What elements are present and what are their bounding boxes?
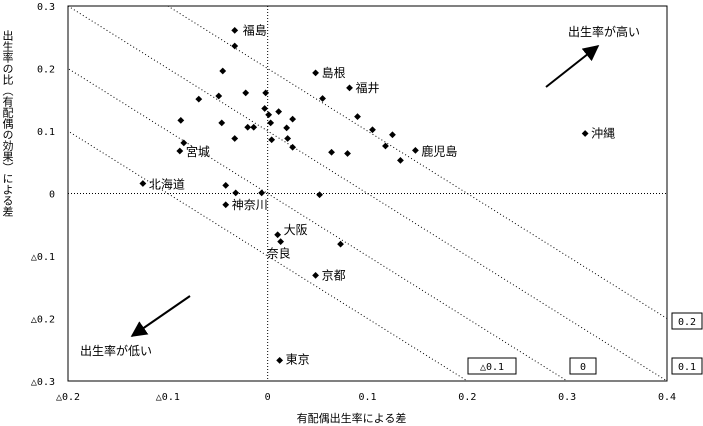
y-tick-label: △0.3	[31, 377, 55, 388]
data-point	[337, 240, 344, 248]
data-point	[231, 135, 239, 142]
data-point	[316, 191, 323, 199]
point-label: 鹿児島	[421, 143, 457, 158]
x-tick-label: 0.2	[458, 392, 476, 403]
data-point	[346, 84, 353, 92]
y-tick-label: 0.3	[37, 2, 55, 13]
reference-line	[68, 130, 468, 381]
data-point	[244, 123, 252, 131]
data-point	[218, 119, 226, 127]
data-point	[261, 105, 269, 112]
x-tick-label: 0	[265, 392, 271, 403]
reference-line-label-box	[671, 312, 703, 330]
data-point	[139, 180, 147, 187]
x-tick-label: △0.1	[156, 392, 180, 403]
point-label: 福島	[243, 22, 267, 37]
x-tick-label: 0.4	[658, 392, 676, 403]
data-point	[389, 131, 396, 139]
data-point	[412, 146, 419, 154]
x-tick-label: 0.1	[358, 392, 376, 403]
data-point	[397, 156, 404, 164]
point-label: 福井	[356, 80, 380, 95]
data-point	[222, 201, 230, 209]
point-label: 大阪	[284, 223, 308, 237]
point-label: 沖縄	[591, 126, 615, 141]
annotation-high: 出生率が高い	[568, 24, 640, 39]
data-point	[283, 124, 291, 132]
data-point	[195, 95, 203, 103]
point-label: 北海道	[149, 177, 185, 192]
reference-line	[68, 6, 667, 381]
data-point	[267, 119, 275, 127]
reference-line-label: 0	[580, 362, 586, 373]
x-tick-label: 0.3	[558, 392, 576, 403]
data-point	[215, 92, 223, 100]
x-tick-label: △0.2	[56, 392, 80, 403]
reference-line-label-box	[671, 357, 703, 375]
data-point	[312, 69, 319, 77]
point-label: 京都	[322, 268, 346, 282]
reference-line-label: △0.1	[480, 362, 504, 373]
data-point	[284, 135, 292, 142]
data-point	[265, 111, 273, 119]
x-axis-title: 有配偶出生率による差	[296, 412, 407, 425]
data-point	[242, 89, 250, 97]
annotation-low: 出生率が低い	[80, 343, 152, 358]
data-point	[268, 136, 276, 144]
y-axis-title: 出生率の比（有配偶の効果）による差	[1, 30, 14, 217]
data-point	[176, 147, 184, 155]
data-point	[250, 123, 258, 131]
data-point	[289, 115, 297, 123]
data-point	[312, 271, 319, 279]
y-tick-label: 0.2	[37, 65, 55, 76]
data-point	[382, 142, 389, 150]
y-tick-label: △0.1	[31, 252, 55, 263]
reference-line	[167, 6, 667, 320]
data-point	[277, 238, 285, 246]
point-label: 東京	[286, 352, 310, 366]
arrow-high	[545, 45, 600, 88]
reference-line-label-box	[569, 357, 597, 375]
data-point	[275, 108, 283, 116]
y-tick-label: △0.2	[31, 315, 55, 326]
data-point	[344, 150, 351, 157]
reference-line-label-box	[467, 357, 517, 375]
data-point	[222, 181, 230, 189]
data-point	[180, 139, 188, 147]
reference-line-label: 0.2	[678, 317, 696, 328]
data-point	[232, 189, 240, 197]
data-point	[328, 148, 335, 156]
data-point	[274, 231, 282, 239]
arrow-low	[130, 295, 191, 337]
reference-line	[68, 67, 568, 381]
point-label: 宮城	[186, 144, 210, 159]
data-point	[258, 189, 266, 197]
point-label: 島根	[322, 65, 346, 80]
data-point	[289, 143, 297, 151]
data-point	[231, 42, 239, 50]
y-tick-label: 0	[49, 190, 55, 201]
data-point	[262, 89, 270, 97]
data-point	[581, 130, 589, 137]
data-point	[369, 126, 376, 134]
data-point	[177, 116, 185, 124]
data-point	[231, 26, 239, 34]
data-point	[276, 356, 284, 364]
data-point	[354, 113, 361, 121]
point-label: 神奈川	[232, 198, 268, 212]
point-label: 奈良	[267, 246, 291, 261]
data-point	[219, 67, 227, 75]
reference-line-label: 0.1	[678, 362, 696, 373]
data-point	[319, 95, 326, 102]
y-tick-label: 0.1	[37, 127, 55, 138]
